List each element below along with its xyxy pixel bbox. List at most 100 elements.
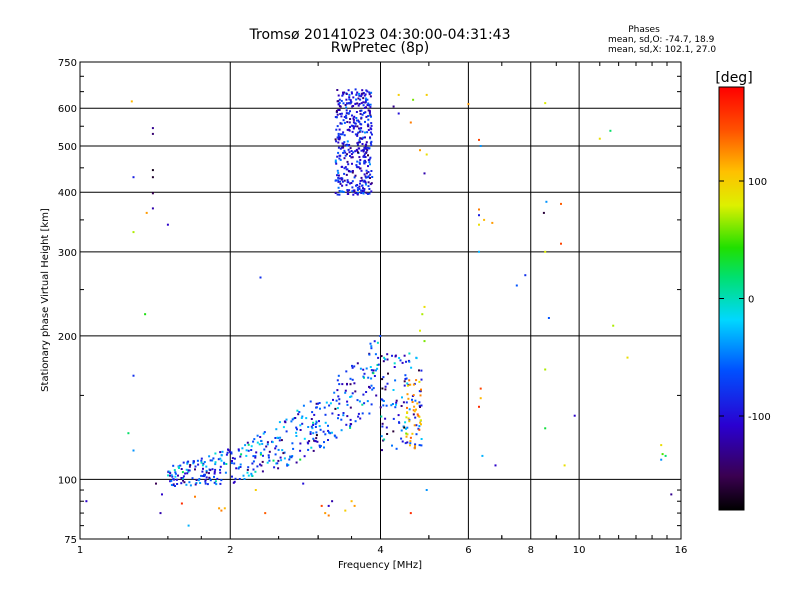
- data-point: [199, 482, 202, 484]
- data-point: [395, 447, 398, 450]
- data-point: [334, 161, 337, 164]
- data-point: [221, 450, 224, 453]
- data-point: [361, 137, 364, 140]
- data-point: [359, 112, 362, 115]
- data-point: [414, 445, 416, 448]
- data-point: [214, 463, 217, 466]
- data-point: [323, 446, 325, 449]
- data-point: [261, 442, 264, 445]
- data-point: [408, 418, 411, 421]
- data-point: [357, 97, 360, 100]
- data-point: [217, 458, 220, 461]
- data-point: [352, 151, 355, 154]
- data-point: [370, 170, 373, 172]
- data-point: [200, 474, 203, 477]
- data-point: [351, 180, 354, 183]
- data-point: [346, 153, 348, 156]
- data-point: [301, 422, 304, 425]
- data-point: [312, 421, 315, 424]
- data-point: [368, 112, 371, 115]
- data-point: [467, 103, 470, 106]
- data-point: [336, 136, 339, 139]
- data-point: [181, 471, 184, 474]
- data-point: [338, 402, 341, 405]
- data-point: [337, 103, 340, 106]
- data-point: [151, 176, 154, 179]
- data-point: [191, 477, 194, 480]
- data-point: [361, 130, 364, 133]
- data-point: [315, 431, 318, 434]
- data-point: [303, 437, 306, 440]
- data-point: [418, 428, 421, 431]
- data-point: [313, 439, 316, 442]
- data-point: [364, 97, 367, 100]
- data-point: [384, 358, 387, 361]
- data-point: [346, 190, 349, 193]
- data-point: [364, 136, 366, 139]
- data-point: [404, 378, 407, 380]
- data-point: [363, 156, 366, 158]
- data-point: [370, 347, 373, 350]
- data-point: [344, 166, 347, 169]
- data-point: [85, 500, 88, 503]
- data-point: [408, 360, 411, 363]
- data-point: [261, 460, 264, 463]
- data-point: [391, 403, 394, 405]
- data-point: [365, 172, 368, 175]
- data-point: [307, 448, 310, 451]
- data-point: [289, 456, 292, 459]
- data-point: [295, 435, 298, 437]
- data-point: [349, 182, 351, 185]
- data-point: [337, 137, 340, 140]
- data-point: [544, 368, 547, 371]
- data-point: [364, 147, 367, 150]
- data-point: [418, 369, 420, 372]
- data-point: [411, 398, 413, 401]
- data-point: [305, 417, 308, 420]
- data-point: [333, 391, 336, 394]
- data-point: [319, 407, 321, 410]
- data-point: [260, 464, 263, 467]
- data-point: [224, 471, 227, 474]
- data-point: [339, 113, 342, 115]
- data-point: [358, 139, 361, 142]
- data-point: [204, 482, 207, 485]
- data-point: [338, 383, 341, 386]
- data-point: [276, 462, 279, 465]
- data-point: [341, 190, 344, 193]
- data-point: [409, 440, 412, 443]
- data-point: [227, 448, 229, 451]
- data-point: [418, 390, 421, 393]
- data-point: [371, 388, 374, 391]
- data-point: [369, 136, 371, 139]
- data-point: [317, 402, 319, 405]
- data-point: [340, 166, 343, 168]
- data-point: [343, 167, 346, 170]
- data-point: [235, 467, 238, 470]
- data-point: [259, 276, 262, 279]
- data-point: [403, 426, 406, 429]
- data-point: [547, 317, 550, 319]
- data-point: [230, 462, 233, 465]
- data-point: [371, 133, 373, 136]
- data-point: [311, 427, 314, 430]
- data-point: [320, 504, 323, 507]
- data-point: [349, 155, 351, 157]
- data-point: [598, 137, 601, 140]
- data-point: [342, 131, 345, 134]
- data-point: [344, 154, 347, 157]
- data-point: [401, 440, 404, 443]
- data-point: [231, 460, 233, 462]
- data-point: [315, 402, 318, 405]
- data-point: [216, 477, 219, 480]
- data-point: [370, 369, 373, 372]
- data-point: [337, 176, 340, 179]
- data-point: [337, 174, 340, 177]
- data-point: [277, 448, 280, 451]
- data-point: [151, 132, 154, 135]
- data-point: [337, 94, 340, 97]
- data-point: [369, 95, 372, 98]
- data-point: [188, 481, 191, 484]
- data-point: [339, 180, 341, 183]
- data-point: [356, 184, 359, 186]
